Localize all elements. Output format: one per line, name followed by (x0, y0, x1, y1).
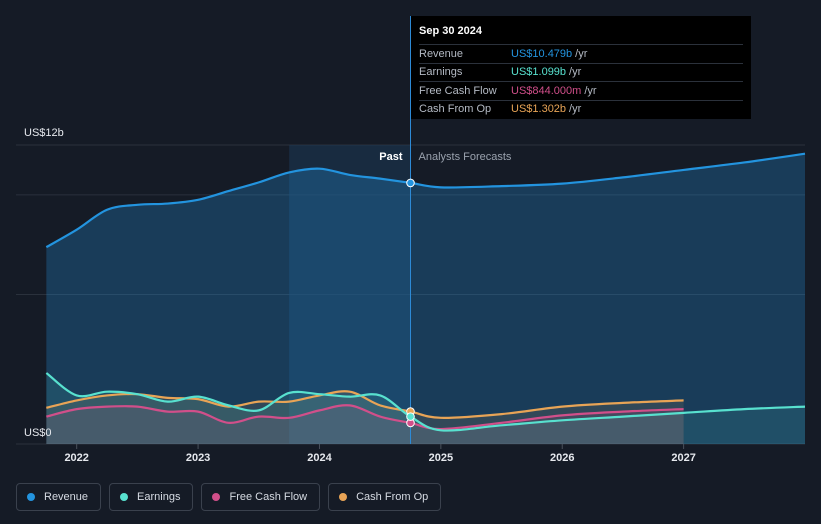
tooltip-value: US$1.302b (511, 103, 567, 116)
tooltip-row-revenue: Revenue US$10.479b /yr (419, 44, 743, 63)
legend-item-free-cash-flow[interactable]: Free Cash Flow (201, 483, 321, 511)
legend-item-revenue[interactable]: Revenue (16, 483, 102, 511)
earnings-marker (406, 412, 415, 421)
tooltip-value: US$10.479b (511, 47, 573, 60)
past-label: Past (379, 151, 403, 163)
tooltip-value: US$1.099b (511, 66, 567, 79)
tooltip-label: Free Cash Flow (419, 84, 497, 97)
earnings-dot-icon (120, 493, 129, 501)
series-fills (46, 153, 806, 445)
x-axis-ticks: 2022 2023 2024 2025 2026 2027 (64, 444, 696, 464)
legend-label: Free Cash Flow (229, 491, 308, 503)
legend-label: Revenue (44, 491, 89, 503)
past-shade-region (289, 145, 411, 444)
tooltip-row-earnings: Earnings US$1.099b /yr (419, 62, 743, 82)
y-axis-min-label: US$0 (24, 427, 52, 439)
earnings-line (45, 372, 806, 432)
tooltip-unit: /yr (569, 103, 582, 116)
revenue-dot-icon (27, 493, 35, 501)
x-tick-label: 2025 (429, 452, 453, 464)
chart-area: US$12b US$0 Past Analysts Forecasts 2022… (16, 16, 806, 464)
x-tick-label: 2023 (186, 452, 210, 464)
tooltip: Sep 30 2024 Revenue US$10.479b /yr Earni… (411, 16, 751, 119)
series-markers (406, 178, 415, 428)
legend-label: Earnings (137, 491, 181, 503)
free-cash-flow-line (46, 404, 684, 431)
tooltip-unit: /yr (575, 47, 588, 60)
revenue-area (46, 153, 806, 445)
tooltip-date: Sep 30 2024 (419, 25, 482, 37)
revenue-line (45, 152, 806, 249)
earnings-area (46, 372, 806, 444)
tooltip-row-cash-from-op: Cash From Op US$1.302b /yr (419, 99, 743, 119)
tooltip-unit: /yr (584, 84, 597, 97)
tooltip-unit: /yr (569, 66, 582, 79)
x-tick-label: 2022 (64, 452, 88, 464)
tooltip-label: Earnings (419, 66, 463, 79)
y-axis-max-label: US$12b (24, 127, 64, 139)
legend: Revenue Earnings Free Cash Flow Cash Fro… (16, 483, 442, 511)
tooltip-row-free-cash-flow: Free Cash Flow US$844.000m /yr (419, 81, 743, 100)
x-tick-label: 2026 (550, 452, 574, 464)
legend-item-earnings[interactable]: Earnings (109, 483, 194, 511)
cash-from-op-area (46, 391, 684, 444)
x-tick-label: 2024 (307, 452, 332, 464)
revenue-marker (406, 178, 415, 188)
forecast-label: Analysts Forecasts (419, 151, 512, 163)
tooltip-value: US$844.000m (511, 84, 582, 97)
x-tick-label: 2027 (671, 452, 695, 464)
tooltip-label: Cash From Op (419, 103, 492, 116)
series-lines (45, 152, 806, 432)
free-cash-flow-dot-icon (212, 493, 221, 501)
cash-from-op-dot-icon (339, 493, 348, 501)
legend-item-cash-from-op[interactable]: Cash From Op (328, 483, 442, 511)
legend-label: Cash From Op (356, 491, 429, 503)
tooltip-label: Revenue (419, 47, 464, 60)
